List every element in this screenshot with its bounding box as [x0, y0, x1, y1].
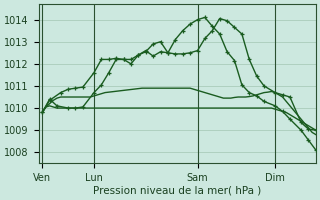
X-axis label: Pression niveau de la mer( hPa ): Pression niveau de la mer( hPa ) — [93, 186, 261, 196]
